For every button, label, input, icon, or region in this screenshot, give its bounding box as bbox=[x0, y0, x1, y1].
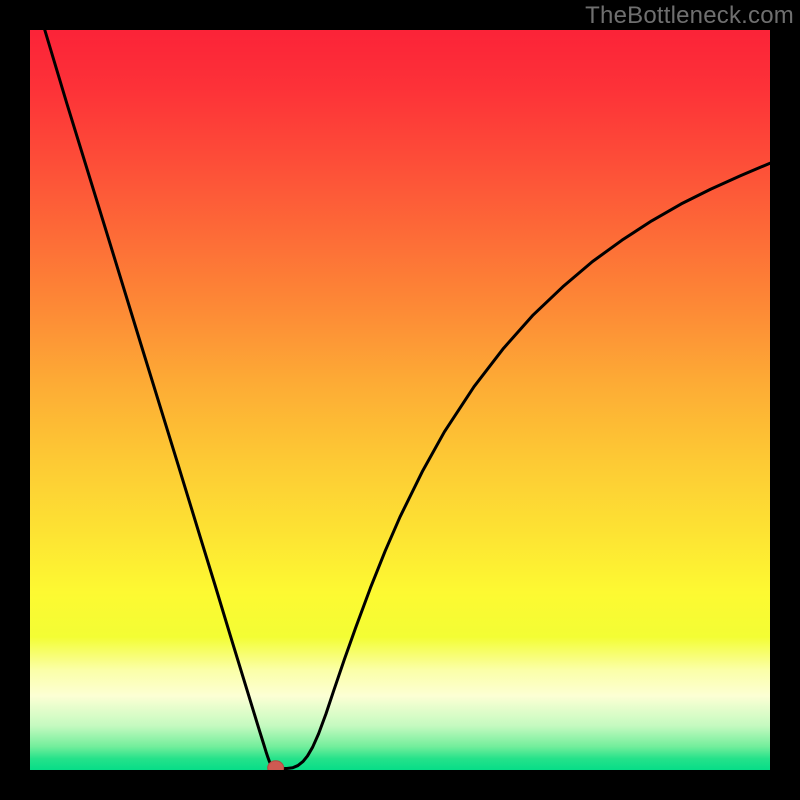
bottleneck-plot-svg bbox=[0, 0, 800, 800]
watermark-text: TheBottleneck.com bbox=[585, 2, 794, 30]
plot-background bbox=[30, 30, 770, 770]
chart-stage: TheBottleneck.com bbox=[0, 0, 800, 800]
sweet-spot-marker bbox=[268, 761, 284, 775]
